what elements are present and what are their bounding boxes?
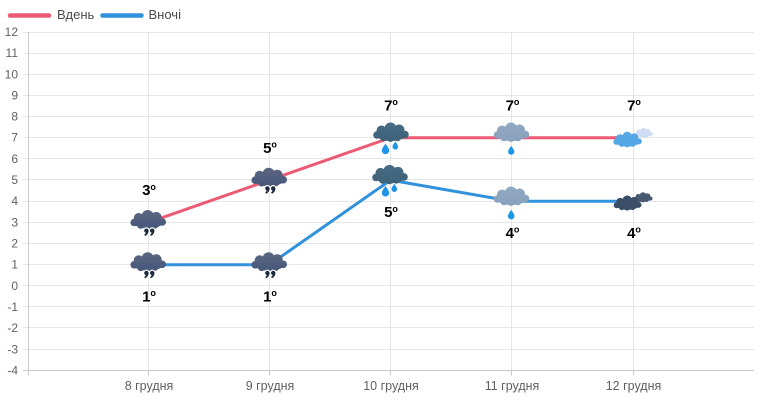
- svg-text:9 грудня: 9 грудня: [246, 379, 295, 393]
- svg-text:10: 10: [5, 67, 19, 81]
- svg-text:1: 1: [11, 258, 18, 272]
- svg-text:Вдень: Вдень: [57, 7, 95, 22]
- svg-text:8: 8: [11, 110, 18, 124]
- svg-text:4: 4: [11, 194, 18, 208]
- svg-text:10 грудня: 10 грудня: [363, 379, 419, 393]
- svg-text:12 грудня: 12 грудня: [606, 379, 662, 393]
- svg-text:8 грудня: 8 грудня: [125, 379, 174, 393]
- svg-text:0: 0: [11, 279, 18, 293]
- svg-text:7: 7: [11, 131, 18, 145]
- svg-text:-2: -2: [7, 321, 18, 335]
- svg-text:11: 11: [6, 46, 19, 60]
- svg-text:-3: -3: [7, 342, 18, 356]
- svg-text:-4: -4: [7, 363, 18, 377]
- svg-text:6: 6: [11, 152, 18, 166]
- svg-text:11 грудня: 11 грудня: [485, 379, 540, 393]
- svg-text:-1: -1: [7, 300, 18, 314]
- svg-text:9: 9: [11, 89, 18, 103]
- svg-text:2: 2: [11, 237, 18, 251]
- svg-text:12: 12: [5, 25, 19, 39]
- svg-text:Вночі: Вночі: [149, 7, 182, 22]
- svg-text:3: 3: [11, 215, 18, 229]
- svg-text:5: 5: [11, 173, 18, 187]
